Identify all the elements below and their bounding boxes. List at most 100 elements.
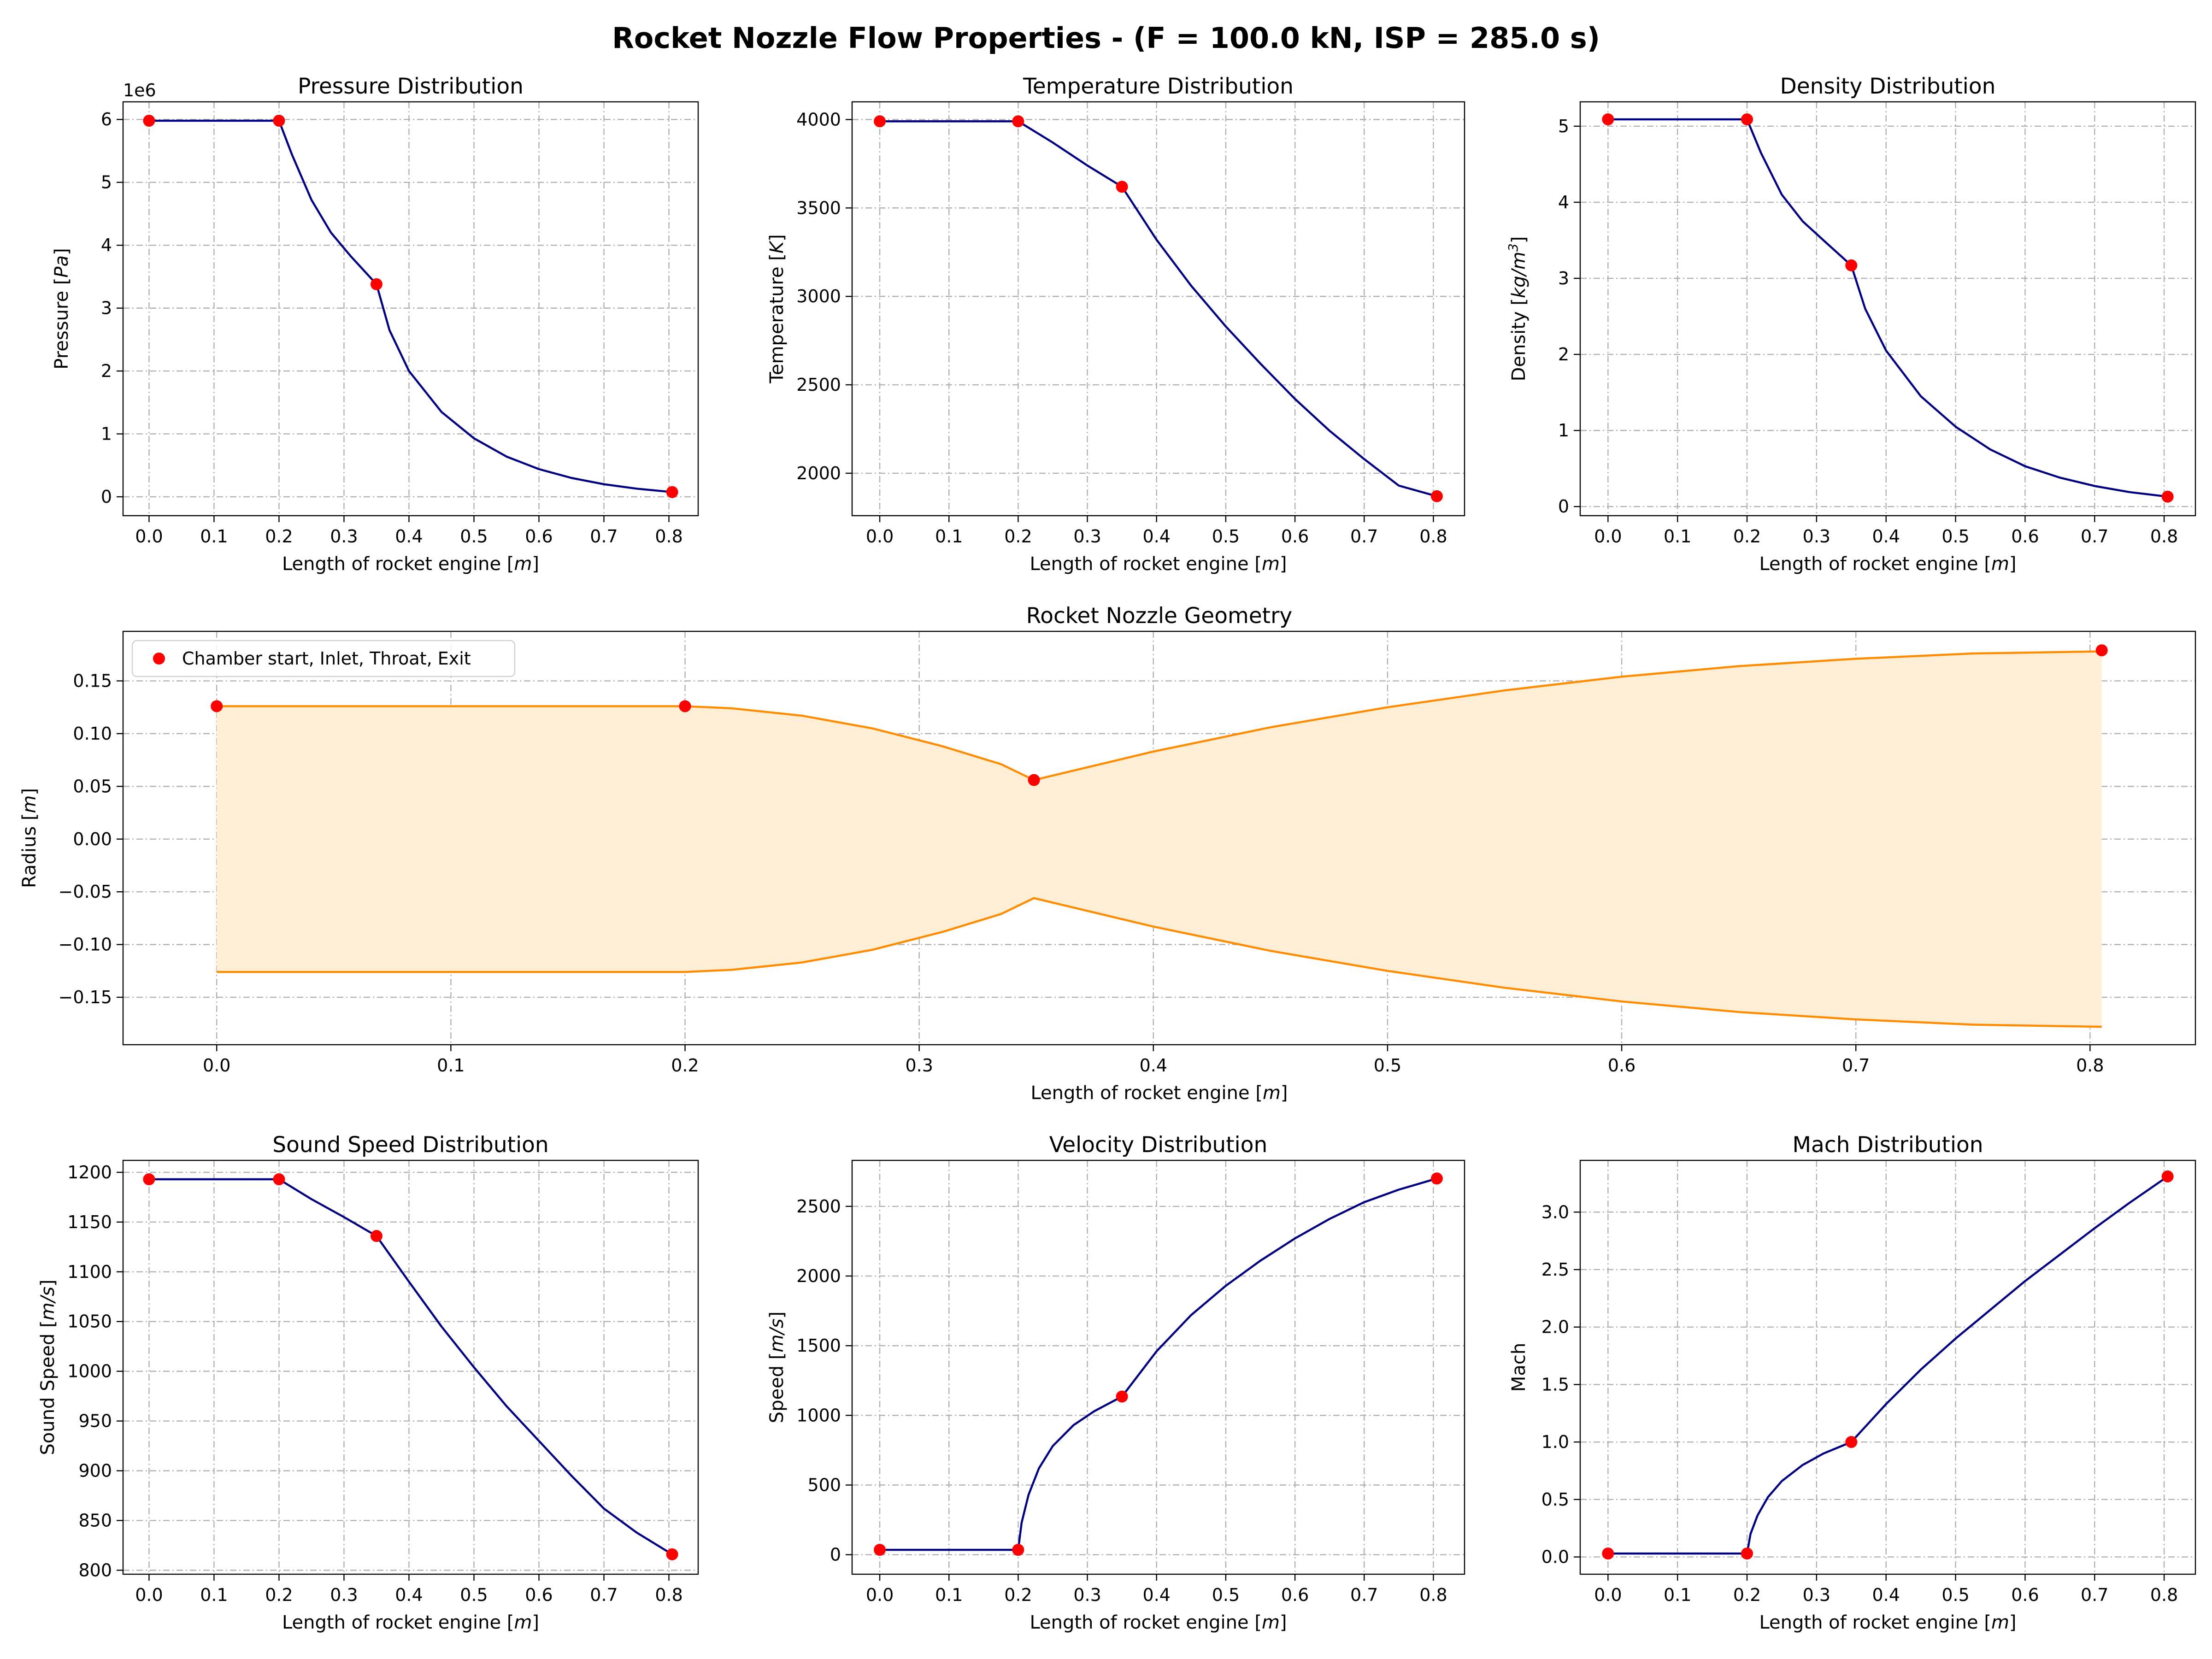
y-tick-label: 0: [1558, 496, 1569, 517]
data-point: [370, 278, 382, 290]
x-tick-label: 0.6: [525, 1585, 553, 1605]
density-plot-area: [1608, 118, 2168, 498]
velocity-grid: [852, 1160, 1465, 1574]
x-tick-label: 0.2: [671, 1055, 699, 1076]
mach-series-line: [1608, 1176, 2168, 1555]
mach-title: Mach Distribution: [1792, 1132, 1983, 1158]
y-tick-label: 0.05: [73, 776, 112, 796]
data-point: [1430, 1172, 1443, 1185]
velocity-y-axis-label: Speed [m/s]: [766, 1312, 788, 1424]
y-tick-label: 3000: [796, 286, 841, 306]
x-tick-label: 0.1: [935, 526, 963, 547]
x-tick-label: 0.0: [866, 1585, 894, 1605]
velocity-series-line: [880, 1177, 1437, 1551]
data-point: [1028, 774, 1040, 786]
x-tick-label: 0.2: [1733, 1585, 1761, 1605]
sound_speed-chart: Sound Speed Distribution 0.0 0.1 0.2 0.3 0.4 0…: [37, 1132, 699, 1633]
data-point: [1116, 181, 1128, 193]
x-tick-label: 0.2: [265, 526, 293, 547]
y-tick-label: 2000: [796, 463, 841, 483]
x-tick-label: 0.2: [1004, 1585, 1032, 1605]
x-tick-label: 0.1: [935, 1585, 963, 1605]
nozzle-lower-contour: [217, 897, 2102, 1028]
data-point: [2095, 644, 2108, 657]
data-point: [666, 1548, 678, 1560]
y-tick-label: 6: [101, 109, 112, 129]
x-tick-label: 0.3: [1073, 526, 1101, 547]
x-tick-label: 0.0: [866, 526, 894, 547]
x-tick-label: 0.4: [1872, 526, 1900, 547]
x-tick-label: 0.3: [905, 1055, 933, 1076]
y-tick-label: 1: [1558, 420, 1569, 441]
y-tick-label: 2.0: [1541, 1317, 1569, 1337]
x-tick-label: 0.4: [1143, 1585, 1171, 1605]
temperature-grid: [852, 102, 1465, 516]
velocity-plot-area: [880, 1177, 1437, 1551]
data-point: [1012, 115, 1024, 128]
data-point: [679, 700, 691, 712]
x-tick-label: 0.5: [460, 1585, 488, 1605]
y-tick-label: 0.15: [73, 671, 112, 691]
data-point: [874, 1544, 886, 1556]
pressure-chart: Pressure Distribution 0.0 0.1 0.2 0.3 0.4 0.5 0…: [51, 74, 699, 575]
data-point: [273, 1173, 285, 1186]
x-tick-label: 0.5: [1212, 1585, 1240, 1605]
y-tick-label: 1200: [67, 1162, 112, 1182]
velocity-chart: Velocity Distribution 0.0 0.1 0.2 0.3 0.4 0.5 0…: [766, 1132, 1465, 1633]
density-chart: Density Distribution 0.0 0.1 0.2 0.3 0.4 0.5 0.…: [1506, 74, 2196, 575]
y-tick-label: 2500: [796, 1196, 841, 1217]
sound_speed-series-line: [149, 1178, 673, 1555]
x-tick-label: 0.3: [1803, 526, 1830, 547]
y-tick-label: 3: [101, 298, 112, 318]
y-tick-label: 0.5: [1541, 1489, 1569, 1510]
density-series-line: [1608, 118, 2168, 498]
x-tick-label: 0.6: [1608, 1055, 1635, 1076]
data-point: [1845, 259, 1858, 271]
x-tick-label: 0.0: [135, 1585, 163, 1605]
y-tick-label: 4: [1558, 192, 1569, 212]
y-tick-label: 950: [78, 1411, 112, 1431]
data-point: [1116, 1390, 1128, 1403]
y-tick-label: 4: [101, 235, 112, 255]
y-tick-label: 1.5: [1541, 1374, 1569, 1394]
temperature-y-axis-label: Temperature [K]: [766, 234, 788, 384]
y-tick-label: 0.00: [73, 829, 112, 849]
x-tick-label: 0.3: [330, 526, 358, 547]
x-tick-label: 0.1: [1664, 1585, 1691, 1605]
x-tick-label: 0.7: [1842, 1055, 1870, 1076]
figure-title: Rocket Nozzle Flow Properties - (F = 100…: [612, 21, 1600, 55]
mach-chart: Mach Distribution 0.0 0.1 0.2 0.3 0.4 0.5 0.6 0.…: [1508, 1132, 2196, 1633]
y-tick-label: 2500: [796, 375, 841, 395]
nozzle-upper-contour: [217, 650, 2102, 782]
y-tick-label: 5: [101, 172, 112, 193]
density-x-axis-label: Length of rocket engine [m]: [1759, 553, 2016, 575]
x-tick-label: 0.4: [395, 1585, 423, 1605]
y-tick-label: 0.0: [1541, 1547, 1569, 1567]
y-tick-label: 3.0: [1541, 1202, 1569, 1222]
temperature-chart: Temperature Distribution 0.0 0.1 0.2 0.3 0.4 0…: [766, 74, 1465, 575]
x-tick-label: 0.8: [1419, 1585, 1447, 1605]
sound_speed-plot-area: [149, 1178, 673, 1555]
x-tick-label: 0.6: [2011, 1585, 2039, 1605]
pressure-plot-area: [149, 119, 672, 494]
x-tick-label: 0.8: [655, 1585, 682, 1605]
x-tick-label: 0.7: [1350, 526, 1378, 547]
pressure-axes-frame: [122, 101, 699, 517]
data-point: [143, 1173, 155, 1186]
data-point: [1741, 113, 1753, 125]
x-tick-label: 0.8: [2076, 1055, 2104, 1076]
data-point: [370, 1230, 382, 1242]
y-tick-label: 2000: [796, 1266, 841, 1286]
y-tick-label: 3: [1558, 268, 1569, 288]
y-tick-label: 0.10: [73, 724, 112, 744]
pressure-y-axis-label: Pressure [Pa]: [51, 248, 72, 369]
x-tick-label: 0.5: [1212, 526, 1240, 547]
y-tick-label: 1100: [67, 1262, 112, 1282]
pressure-title: Pressure Distribution: [298, 74, 524, 99]
y-tick-label: 0: [101, 487, 112, 507]
velocity-x-axis-label: Length of rocket engine [m]: [1030, 1612, 1287, 1633]
y-tick-label: 1000: [796, 1405, 841, 1425]
x-tick-label: 0.5: [460, 526, 488, 547]
y-tick-label: −0.10: [59, 935, 112, 955]
x-tick-label: 0.7: [2081, 1585, 2108, 1605]
